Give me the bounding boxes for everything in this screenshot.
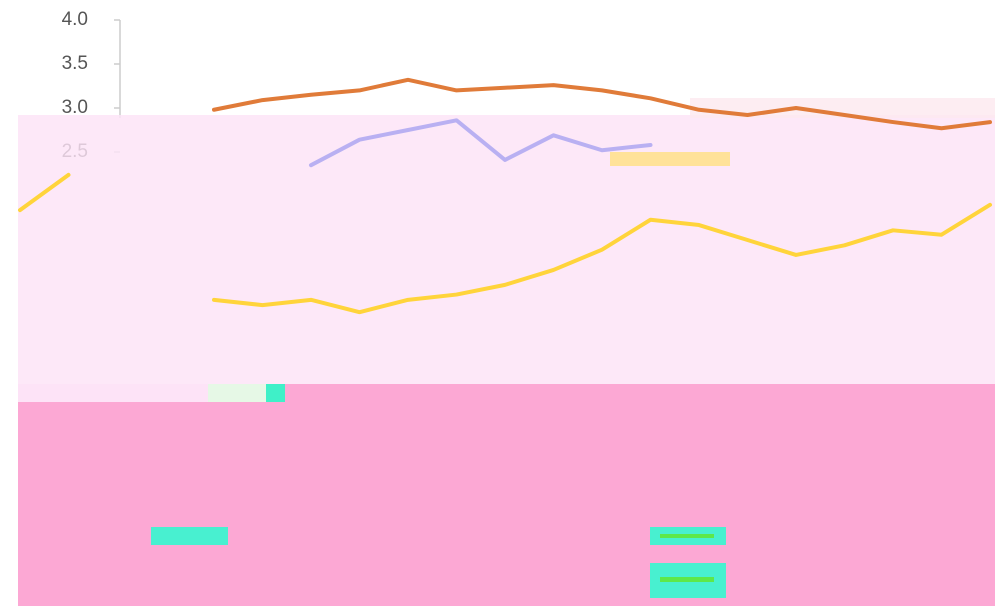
line-series xyxy=(212,77,992,131)
glitch-block xyxy=(610,152,730,166)
glitch-block xyxy=(660,534,714,538)
y-tick-label: 3.0 xyxy=(62,97,88,118)
button[interactable] xyxy=(151,527,228,545)
line-series xyxy=(18,172,992,315)
glitch-block xyxy=(208,384,268,402)
plot xyxy=(18,77,992,315)
overlay xyxy=(18,98,995,606)
overlay-panel xyxy=(18,115,995,405)
line-series xyxy=(309,118,653,168)
y-tick-label: 4.0 xyxy=(62,9,88,30)
glitch-block xyxy=(266,384,285,402)
overlay-panel xyxy=(18,384,995,606)
y-tick-label: 3.5 xyxy=(62,53,88,74)
glitch-block xyxy=(660,577,714,582)
overlay-panel xyxy=(18,384,208,402)
